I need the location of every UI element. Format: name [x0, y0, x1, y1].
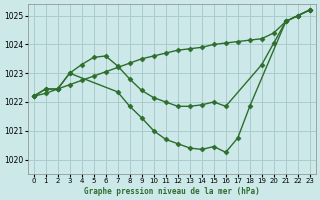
X-axis label: Graphe pression niveau de la mer (hPa): Graphe pression niveau de la mer (hPa): [84, 187, 260, 196]
